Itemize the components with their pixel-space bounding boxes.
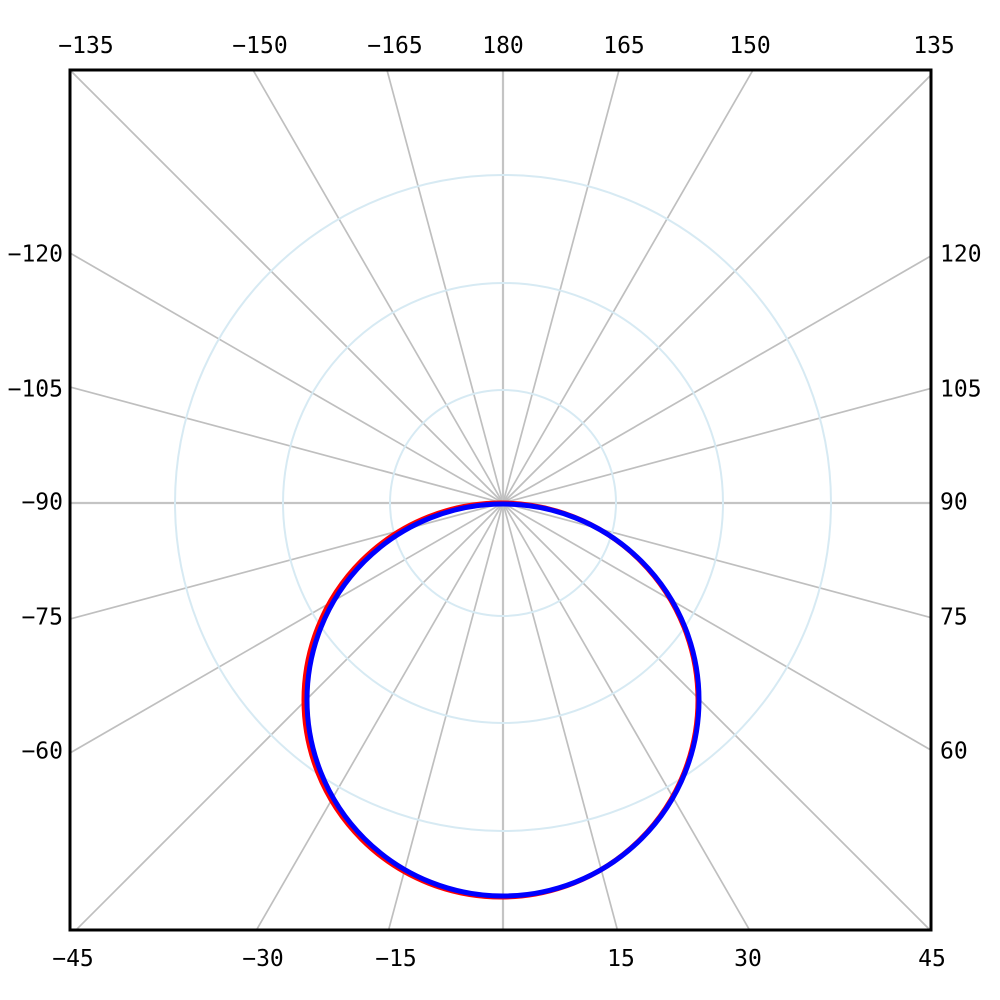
tick-label-top-6: 135 (913, 33, 955, 59)
tick-label-bottom-3: 15 (607, 946, 635, 972)
ring-gridline (174, 174, 832, 832)
curve-curve-blue (304, 501, 702, 899)
tick-label-right-1: 105 (940, 376, 982, 403)
plot-frame (68, 68, 933, 932)
tick-label-top-5: 150 (729, 33, 771, 59)
tick-label-left-4: −60 (21, 738, 63, 765)
tick-label-top-1: −150 (232, 33, 288, 59)
data-curves (301, 500, 702, 900)
tick-label-right-4: 60 (940, 738, 968, 765)
tick-label-top-3: 180 (482, 33, 524, 59)
tick-label-right-0: 120 (940, 241, 982, 268)
tick-label-right-2: 90 (940, 489, 968, 516)
ring-gridline (389, 389, 617, 617)
tick-label-top-2: −165 (367, 33, 423, 59)
tick-label-top-4: 165 (603, 33, 645, 59)
tick-label-left-2: −90 (21, 489, 63, 516)
tick-label-right-3: 75 (940, 604, 968, 631)
radial-ring-gridlines (174, 174, 832, 832)
tick-label-left-3: −75 (21, 604, 63, 631)
tick-label-left-0: −120 (7, 241, 63, 268)
ring-gridline (282, 282, 724, 724)
tick-label-bottom-0: −45 (52, 946, 94, 972)
tick-label-top-0: −135 (58, 33, 114, 59)
tick-label-bottom-4: 30 (734, 946, 762, 972)
tick-label-bottom-2: −15 (375, 946, 417, 972)
tick-label-left-1: −105 (7, 376, 63, 403)
tick-label-bottom-5: 45 (918, 946, 946, 972)
tick-label-bottom-1: −30 (242, 946, 284, 972)
